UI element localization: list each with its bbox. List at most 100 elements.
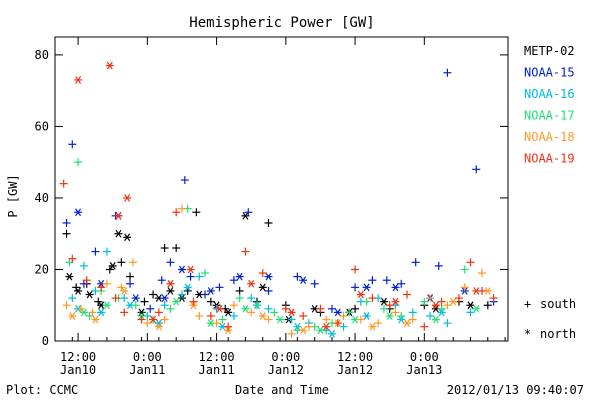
point-south <box>126 272 135 281</box>
y-tick-label: 20 <box>35 262 49 276</box>
point-north <box>108 262 117 270</box>
point-south <box>327 304 336 313</box>
point-south <box>258 269 267 278</box>
point-south <box>192 208 201 217</box>
point-south <box>443 319 452 328</box>
point-south <box>177 290 186 299</box>
point-north <box>102 301 111 310</box>
point-south <box>397 311 406 320</box>
x-axis-ticks: 12:00Jan100:00Jan1112:00Jan110:00Jan1212… <box>54 37 506 377</box>
point-south <box>247 294 256 303</box>
point-south <box>160 315 169 324</box>
point-south <box>489 294 498 303</box>
point-south <box>264 304 273 313</box>
point-north <box>68 312 77 320</box>
point-south <box>215 283 224 292</box>
point-south <box>382 276 391 285</box>
point-south <box>351 283 360 292</box>
point-north <box>385 312 394 320</box>
point-north <box>264 272 273 281</box>
point-south <box>241 247 250 256</box>
x-tick-label: 12:00 <box>199 350 235 364</box>
x-tick-sublabel: Jan10 <box>60 363 96 377</box>
point-south <box>131 301 140 310</box>
point-south <box>177 204 186 213</box>
marker-legend: + south * north <box>524 297 576 341</box>
point-south <box>143 319 152 328</box>
point-south <box>333 319 342 328</box>
point-north <box>154 322 163 331</box>
x-tick-label: 12:00 <box>60 350 96 364</box>
point-south <box>128 258 137 267</box>
point-south <box>408 315 417 324</box>
point-south <box>111 294 120 303</box>
point-north <box>186 265 195 274</box>
point-south <box>146 304 155 313</box>
point-south <box>437 297 446 306</box>
marker-label: north <box>540 327 576 341</box>
point-south <box>76 304 85 313</box>
point-south <box>62 301 71 310</box>
point-south <box>172 244 181 253</box>
point-south <box>368 276 377 285</box>
point-north <box>258 283 267 292</box>
point-south <box>466 308 475 317</box>
x-tick-sublabel: Jan12 <box>337 363 373 377</box>
point-south <box>160 301 169 310</box>
point-north <box>449 297 458 306</box>
point-south <box>411 258 420 267</box>
point-south <box>97 283 106 292</box>
point-south <box>426 294 435 303</box>
point-south <box>82 276 91 285</box>
point-south <box>379 304 388 313</box>
point-south <box>206 297 215 306</box>
point-north <box>368 322 377 331</box>
point-south <box>426 311 435 320</box>
point-south <box>212 319 221 328</box>
point-north <box>403 319 412 327</box>
point-north <box>287 308 296 317</box>
point-north <box>258 312 267 320</box>
x-tick-label: 12:00 <box>337 350 373 364</box>
point-south <box>397 279 406 288</box>
point-south <box>339 311 348 320</box>
point-south <box>287 329 296 338</box>
point-south <box>270 308 279 317</box>
point-south <box>264 218 273 227</box>
point-north <box>166 287 175 295</box>
legend: METP-02 NOAA-15 NOAA-16 NOAA-17 NOAA-18 NOAA-… <box>524 44 575 166</box>
point-south <box>235 294 244 303</box>
x-tick-sublabel: Jan13 <box>406 363 442 377</box>
chart-title: Hemispheric Power [GW] <box>189 15 374 31</box>
x-tick-sublabel: Jan11 <box>199 363 235 377</box>
point-north <box>215 304 224 313</box>
point-south <box>437 304 446 313</box>
point-north <box>85 290 94 299</box>
point-north <box>149 315 158 324</box>
point-north <box>172 297 181 306</box>
point-south <box>224 322 233 331</box>
point-south <box>62 229 71 238</box>
point-south <box>140 297 149 306</box>
point-south <box>229 301 238 310</box>
point-south <box>68 140 77 149</box>
point-north <box>391 297 400 306</box>
point-south <box>351 304 360 313</box>
point-north <box>276 315 285 324</box>
point-south <box>229 276 238 285</box>
footer-plot-source: Plot: CCMC <box>6 383 78 397</box>
point-south <box>391 308 400 317</box>
point-south <box>443 301 452 310</box>
point-south <box>88 308 97 317</box>
point-south <box>157 276 166 285</box>
point-south <box>229 311 238 320</box>
point-south <box>293 272 302 281</box>
point-north <box>177 265 186 274</box>
data-points <box>59 61 498 338</box>
x-tick-label: 0:00 <box>271 350 300 364</box>
point-south <box>466 258 475 267</box>
point-south <box>74 158 83 167</box>
point-north <box>74 287 83 295</box>
point-north <box>131 294 140 302</box>
point-south <box>195 311 204 320</box>
